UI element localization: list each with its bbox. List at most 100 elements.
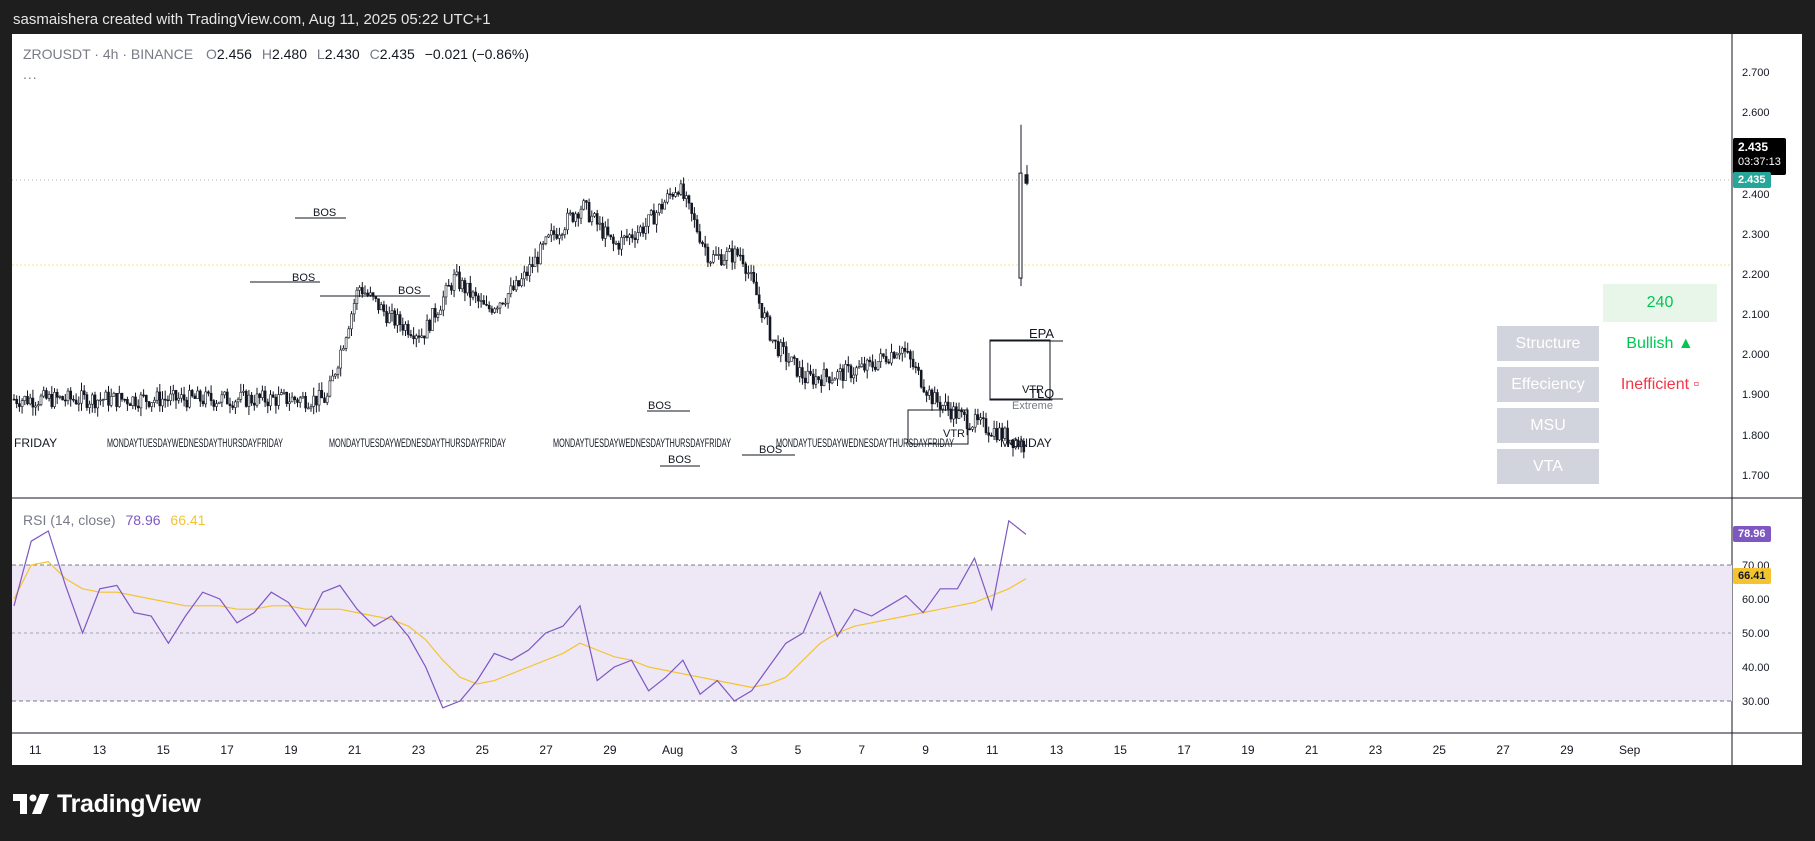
rsi-legend[interactable]: RSI (14, close) 78.96 66.41 — [23, 512, 205, 528]
time-tick: 27 — [1496, 743, 1510, 757]
candle — [976, 408, 980, 425]
candle — [342, 345, 345, 351]
candle — [690, 202, 694, 222]
low-value: 2.430 — [324, 46, 360, 62]
candle — [463, 277, 467, 302]
candle — [158, 383, 162, 412]
candle — [296, 397, 299, 408]
candle — [23, 395, 27, 406]
candle — [763, 307, 766, 320]
candle — [47, 391, 51, 402]
candle — [99, 392, 102, 406]
candle — [136, 399, 140, 412]
day-label-5: MONDAYTUESDAYWEDNESDAYTHURSDAYFRIDAY — [776, 436, 954, 450]
candle — [703, 235, 707, 256]
symbol-legend[interactable]: ZROUSDT · 4h · BINANCE O2.456 H2.480 L2.… — [23, 46, 529, 82]
candle — [603, 221, 607, 247]
candle — [155, 387, 159, 404]
time-tick: 3 — [731, 743, 738, 757]
candle — [42, 386, 46, 399]
day-label-4: MONDAYTUESDAYWEDNESDAYTHURSDAYFRIDAY — [553, 436, 731, 450]
candle — [806, 362, 810, 384]
candle — [77, 396, 81, 412]
candle — [431, 308, 434, 331]
candle — [88, 400, 91, 414]
candle — [884, 348, 888, 365]
structure-value: Bullish ▲ — [1626, 334, 1694, 352]
candle — [757, 286, 761, 310]
candle — [655, 210, 658, 233]
candle — [852, 367, 856, 385]
candle — [822, 362, 826, 387]
day-label-3: MONDAYTUESDAYWEDNESDAYTHURSDAYFRIDAY — [329, 436, 506, 450]
candle — [512, 280, 515, 292]
candle — [936, 389, 939, 408]
time-tick: 15 — [1114, 743, 1128, 757]
candle — [582, 198, 586, 211]
candle — [477, 293, 480, 309]
symbol-name[interactable]: ZROUSDT · 4h · BINANCE — [23, 46, 194, 62]
candle — [946, 395, 950, 417]
candle — [709, 260, 712, 267]
candle — [833, 377, 837, 381]
candle — [436, 312, 440, 322]
candle — [720, 249, 723, 267]
candle — [998, 422, 1001, 442]
candle — [1011, 439, 1015, 457]
candle — [633, 231, 637, 248]
candle — [455, 264, 459, 277]
candle — [844, 360, 847, 381]
candle — [490, 305, 494, 315]
candle — [101, 398, 105, 407]
candle — [91, 392, 94, 413]
candle — [468, 275, 472, 306]
rsi-title[interactable]: RSI (14, close) — [23, 512, 116, 528]
tradingview-logo[interactable]: TradingView — [13, 790, 201, 818]
candle — [460, 277, 464, 293]
day-label-6: MONDAY — [1000, 436, 1052, 450]
candle — [323, 392, 326, 404]
candle — [134, 392, 137, 410]
candle — [576, 211, 580, 227]
candle — [80, 382, 83, 411]
candle — [82, 385, 86, 400]
candle — [409, 329, 413, 338]
candle — [398, 311, 402, 332]
price-tick: 1.700 — [1742, 470, 1770, 482]
candle — [771, 339, 775, 344]
candle — [609, 234, 613, 241]
candle — [236, 397, 240, 408]
candle — [120, 392, 124, 402]
legend-more-button[interactable]: ... — [23, 66, 38, 82]
candle — [193, 393, 197, 399]
candle — [801, 359, 804, 385]
candle — [620, 230, 623, 256]
candle — [887, 358, 891, 365]
candle — [903, 341, 907, 358]
candle — [803, 370, 807, 390]
candle — [414, 333, 418, 348]
candle — [960, 407, 964, 418]
candle — [514, 275, 518, 293]
candle — [868, 356, 872, 367]
attribution-text: sasmaishera created with TradingView.com… — [13, 11, 491, 28]
candle — [358, 285, 361, 298]
candle — [641, 222, 645, 237]
candle — [217, 401, 221, 405]
candle — [269, 390, 272, 411]
candle — [922, 379, 926, 394]
candle — [617, 240, 621, 255]
time-tick: Sep — [1619, 743, 1641, 757]
candle — [814, 368, 818, 389]
candle — [215, 399, 218, 412]
candle — [682, 177, 685, 202]
candle — [914, 361, 918, 374]
candle — [363, 285, 367, 295]
candle — [501, 302, 505, 306]
candle — [714, 246, 718, 256]
candle — [444, 282, 448, 305]
candle — [779, 339, 783, 363]
candle — [128, 402, 132, 406]
candle — [196, 386, 199, 399]
